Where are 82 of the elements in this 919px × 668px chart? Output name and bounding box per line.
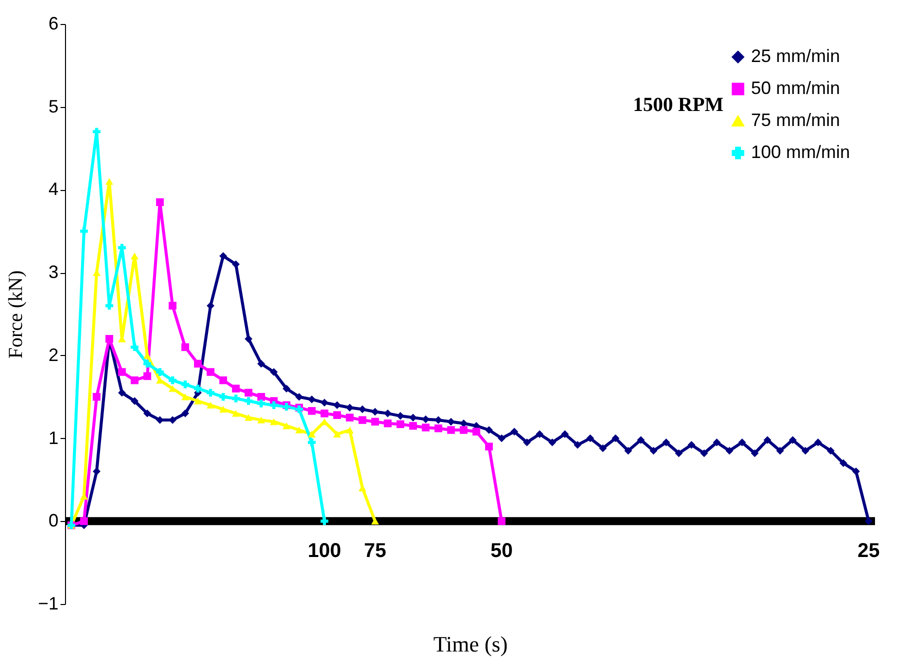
legend-title: 1500 RPM (633, 94, 724, 116)
point (105, 302, 114, 310)
point (485, 442, 493, 450)
point (308, 430, 316, 438)
point (168, 376, 176, 384)
point (333, 430, 341, 438)
point (320, 410, 328, 418)
point (194, 360, 202, 368)
point (168, 302, 176, 310)
point (270, 418, 278, 426)
point (105, 178, 114, 185)
point (333, 411, 341, 419)
point (219, 376, 228, 384)
point (295, 426, 304, 434)
annotation: 25 (858, 540, 880, 562)
point (371, 518, 379, 524)
point (92, 392, 101, 401)
point (358, 416, 366, 424)
y-tick-label: 1 (48, 428, 58, 448)
point (232, 394, 240, 402)
point (156, 376, 164, 384)
y-tick-label: 0 (48, 510, 58, 531)
y-tick-label: −1 (38, 594, 58, 614)
point (447, 426, 455, 434)
point (460, 426, 468, 434)
y-tick-label: 5 (48, 96, 58, 116)
point (244, 388, 252, 397)
y-tick-label: 2 (48, 344, 58, 365)
point (80, 227, 88, 236)
point (371, 418, 379, 426)
point (434, 424, 442, 432)
annotation: 50 (490, 540, 513, 562)
point (308, 407, 316, 415)
y-tick-label: 3 (48, 262, 58, 282)
y-tick-label: 6 (48, 14, 58, 34)
point (409, 422, 417, 430)
point (181, 394, 190, 400)
point (206, 402, 214, 408)
point (130, 343, 138, 352)
point (346, 426, 354, 434)
point (80, 517, 88, 526)
point (270, 401, 278, 410)
point (308, 438, 316, 446)
point (92, 128, 101, 136)
point (422, 424, 430, 432)
point (156, 368, 164, 376)
legend-label: 100 mm/min (751, 142, 850, 162)
point (130, 376, 138, 384)
legend-label: 25 mm/min (751, 46, 840, 66)
point (219, 392, 228, 401)
legend-label: 75 mm/min (751, 110, 840, 130)
point (396, 420, 404, 428)
point (282, 422, 290, 430)
point (257, 400, 266, 408)
point (118, 368, 126, 376)
point (156, 198, 164, 206)
point (257, 416, 266, 424)
point (472, 428, 480, 436)
y-axis-title: Force (kN) (4, 270, 27, 359)
point (194, 398, 202, 404)
y-tick-label: 4 (48, 179, 58, 200)
point (219, 406, 228, 413)
point (206, 368, 214, 376)
point (194, 384, 202, 392)
x-axis-title: Time (s) (433, 632, 508, 656)
point (232, 384, 240, 392)
point (143, 372, 152, 380)
point (143, 360, 152, 368)
point (232, 410, 240, 417)
point (181, 380, 190, 388)
point (181, 343, 190, 352)
point (206, 388, 214, 397)
point (130, 252, 138, 260)
point (320, 517, 328, 526)
point (346, 414, 354, 422)
point (384, 420, 392, 428)
legend-label: 50 mm/min (751, 78, 840, 98)
point (244, 414, 252, 421)
point (244, 397, 252, 405)
point (498, 517, 506, 526)
annotation: 75 (364, 540, 386, 562)
annotation: 100 (308, 540, 342, 562)
